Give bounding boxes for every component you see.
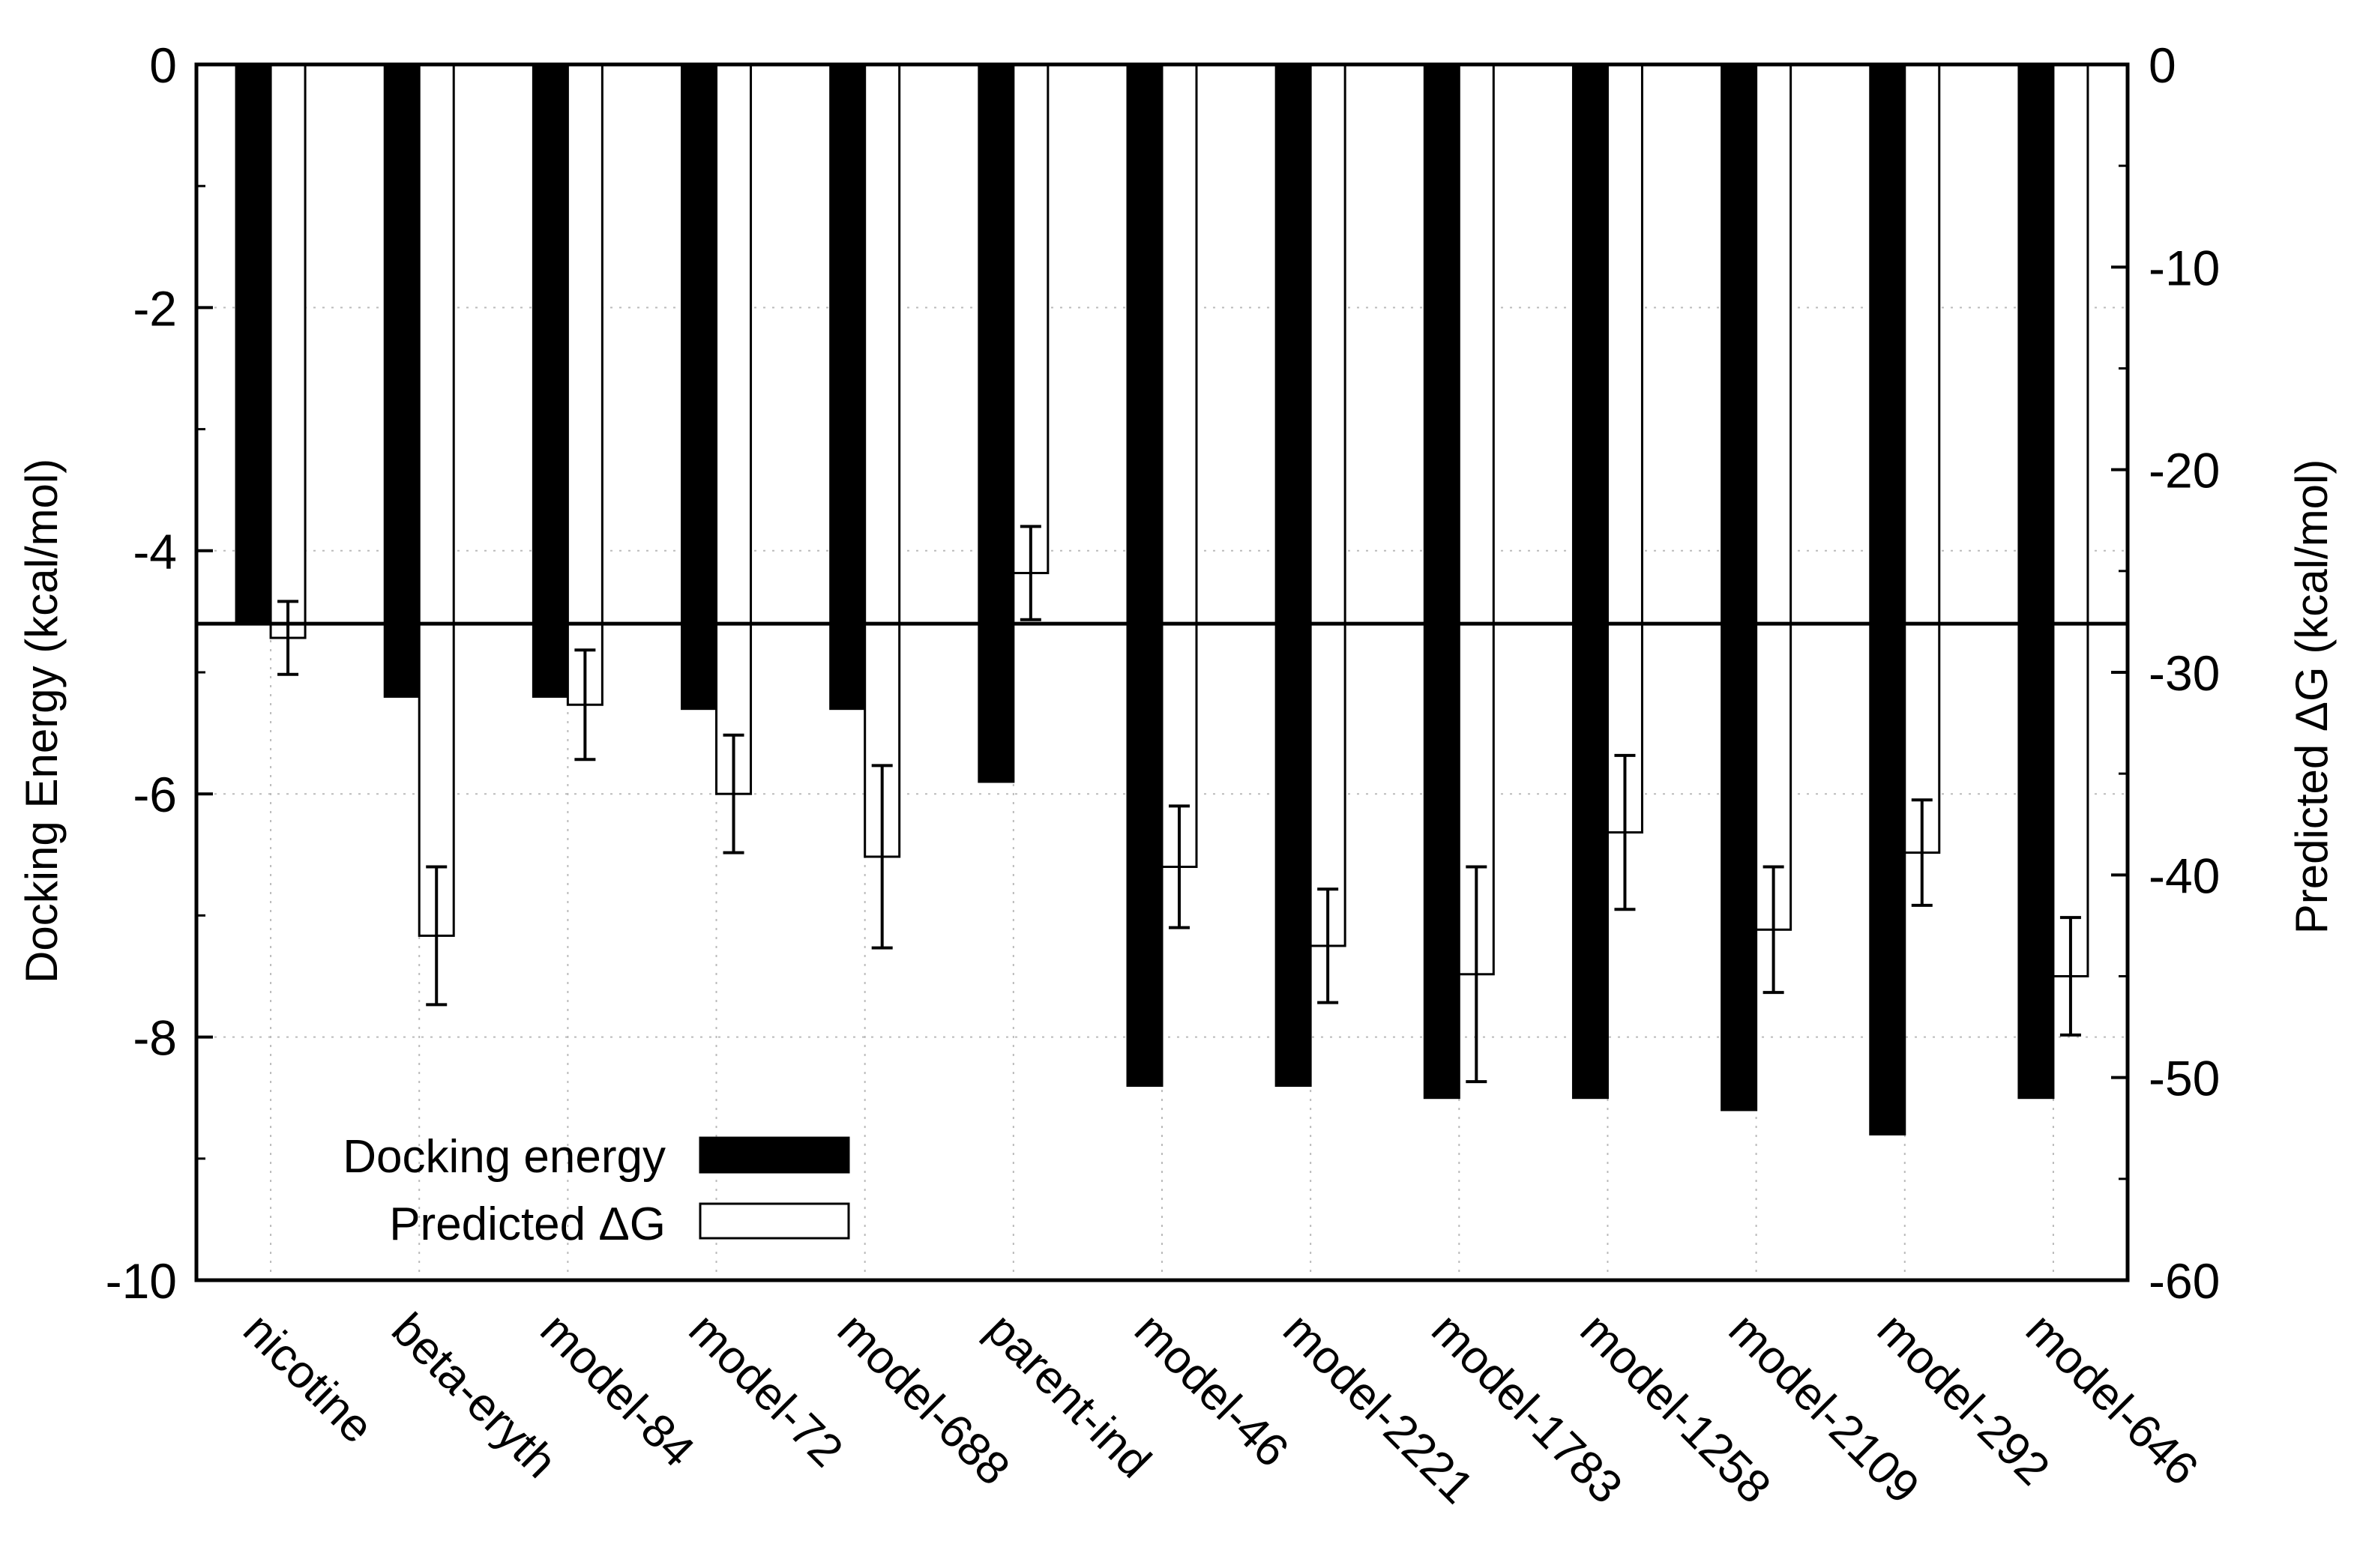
left-tick-label: -10 [106, 1253, 177, 1309]
bar-docking-energy [1423, 63, 1460, 1100]
right-tick-label: -60 [2149, 1253, 2220, 1309]
bar-docking-energy [235, 63, 272, 625]
right-tick-label: -10 [2149, 240, 2220, 295]
bar-predicted-dg [864, 63, 901, 858]
bar-docking-energy [2017, 63, 2055, 1100]
right-axis-ticks: 0 -10 -20 -30 -40 -50 -60 [2111, 37, 2220, 1309]
right-tick-label: -20 [2149, 443, 2220, 498]
left-tick-label: -6 [133, 767, 177, 822]
right-tick-label: 0 [2149, 37, 2176, 93]
left-tick-label: -2 [133, 280, 177, 336]
bar-predicted-dg [269, 63, 307, 639]
legend-swatch-docking [699, 1136, 850, 1174]
right-tick-label: -30 [2149, 645, 2220, 701]
bar-docking-energy [978, 63, 1015, 783]
legend-label-predicted: Predicted ΔG [389, 1198, 666, 1250]
bar-predicted-dg [1903, 63, 1941, 854]
bar-docking-energy [532, 63, 569, 698]
left-tick-label: -8 [133, 1010, 177, 1066]
right-tick-label: -40 [2149, 848, 2220, 903]
bar-predicted-dg [566, 63, 603, 706]
category-label: nicotine [233, 1303, 383, 1453]
left-axis-title: Docking Energy (kcal/mol) [16, 459, 67, 983]
bar-docking-energy [1274, 63, 1312, 1087]
bar-docking-energy [829, 63, 867, 711]
legend-swatch-predicted [699, 1202, 850, 1240]
right-axis-title: Predicted ΔG (kcal/mol) [2287, 459, 2337, 935]
bar-predicted-dg [2052, 63, 2089, 977]
bar-predicted-dg [1309, 63, 1346, 947]
bar-predicted-dg [1606, 63, 1643, 834]
category-label: model-72 [679, 1303, 853, 1477]
left-axis-ticks: 0 -2 -4 -6 -8 -10 [106, 37, 213, 1309]
bar-predicted-dg [715, 63, 753, 795]
bar-docking-energy [1571, 63, 1609, 1100]
bar-predicted-dg [418, 63, 455, 937]
bar-docking-energy [1869, 63, 1906, 1136]
bar-predicted-dg [1457, 63, 1495, 976]
legend-label-docking: Docking energy [343, 1131, 666, 1183]
bar-predicted-dg [1161, 63, 1198, 869]
category-labels: nicotinebeta-erythmodel-84model-72model-… [233, 1303, 2208, 1513]
bar-docking-energy [1721, 63, 1758, 1112]
bar-marks [235, 63, 2089, 1136]
left-tick-label: 0 [149, 37, 177, 93]
bar-docking-energy [681, 63, 718, 711]
bar-predicted-dg [1755, 63, 1792, 931]
legend: Docking energy Predicted ΔG [343, 1131, 850, 1250]
bar-predicted-dg [1012, 63, 1050, 575]
bar-docking-energy [383, 63, 421, 698]
left-tick-label: -4 [133, 524, 177, 579]
bar-docking-energy [1126, 63, 1164, 1087]
right-tick-label: -50 [2149, 1051, 2220, 1106]
error-bars [277, 525, 2081, 1084]
